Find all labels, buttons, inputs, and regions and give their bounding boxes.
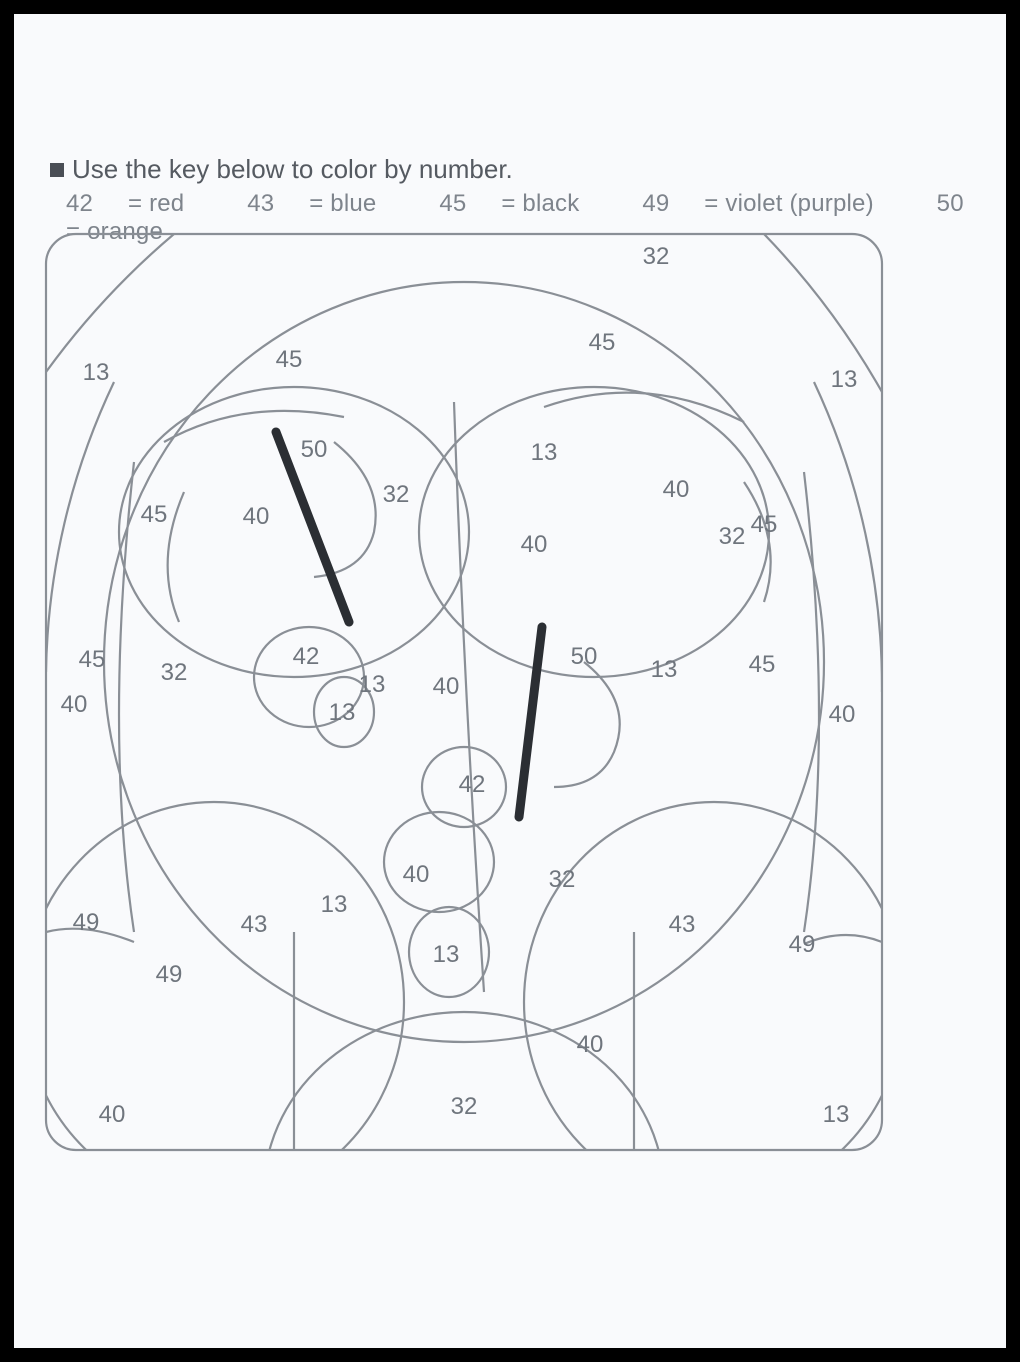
- svg-text:13: 13: [359, 671, 386, 698]
- svg-text:40: 40: [433, 673, 460, 700]
- svg-text:13: 13: [531, 439, 558, 466]
- svg-text:40: 40: [99, 1101, 126, 1128]
- coloring-canvas: 3213454513501332404540403245424532501345…: [44, 232, 884, 1152]
- svg-text:43: 43: [241, 911, 268, 938]
- svg-text:50: 50: [571, 643, 598, 670]
- bullet-icon: [50, 163, 64, 177]
- svg-text:49: 49: [73, 909, 100, 936]
- svg-text:13: 13: [83, 359, 110, 386]
- worksheet-page: Use the key below to color by number. 42…: [0, 0, 1020, 1362]
- svg-text:40: 40: [243, 503, 270, 530]
- svg-text:45: 45: [589, 329, 616, 356]
- svg-text:45: 45: [79, 646, 106, 673]
- svg-text:45: 45: [141, 501, 168, 528]
- svg-text:49: 49: [156, 961, 183, 988]
- page-surface: Use the key below to color by number. 42…: [14, 14, 1006, 1348]
- instruction-line: Use the key below to color by number.: [50, 154, 513, 185]
- svg-text:40: 40: [403, 861, 430, 888]
- svg-text:45: 45: [749, 651, 776, 678]
- svg-text:32: 32: [719, 523, 746, 550]
- svg-text:32: 32: [383, 481, 410, 508]
- svg-text:45: 45: [751, 511, 778, 538]
- instruction-text: Use the key below to color by number.: [72, 154, 513, 185]
- svg-text:13: 13: [329, 699, 356, 726]
- svg-text:43: 43: [669, 911, 696, 938]
- legend-item: 42 = red: [66, 190, 212, 217]
- svg-text:40: 40: [829, 701, 856, 728]
- svg-text:32: 32: [549, 866, 576, 893]
- svg-text:13: 13: [433, 941, 460, 968]
- svg-text:32: 32: [161, 659, 188, 686]
- svg-text:13: 13: [823, 1101, 850, 1128]
- svg-text:42: 42: [459, 771, 486, 798]
- svg-text:45: 45: [276, 346, 303, 373]
- svg-text:42: 42: [293, 643, 320, 670]
- svg-text:40: 40: [663, 476, 690, 503]
- svg-text:13: 13: [831, 366, 858, 393]
- legend-item: 43 = blue: [247, 190, 404, 217]
- svg-text:40: 40: [61, 691, 88, 718]
- legend-item: 45 = black: [439, 190, 607, 217]
- svg-text:32: 32: [643, 243, 670, 270]
- svg-text:40: 40: [521, 531, 548, 558]
- svg-text:50: 50: [301, 436, 328, 463]
- svg-text:32: 32: [451, 1093, 478, 1120]
- svg-text:40: 40: [577, 1031, 604, 1058]
- svg-text:13: 13: [651, 656, 678, 683]
- svg-text:49: 49: [789, 931, 816, 958]
- legend-item: 49 = violet (purple): [642, 190, 901, 217]
- coloring-svg: 3213454513501332404540403245424532501345…: [44, 232, 884, 1152]
- svg-text:13: 13: [321, 891, 348, 918]
